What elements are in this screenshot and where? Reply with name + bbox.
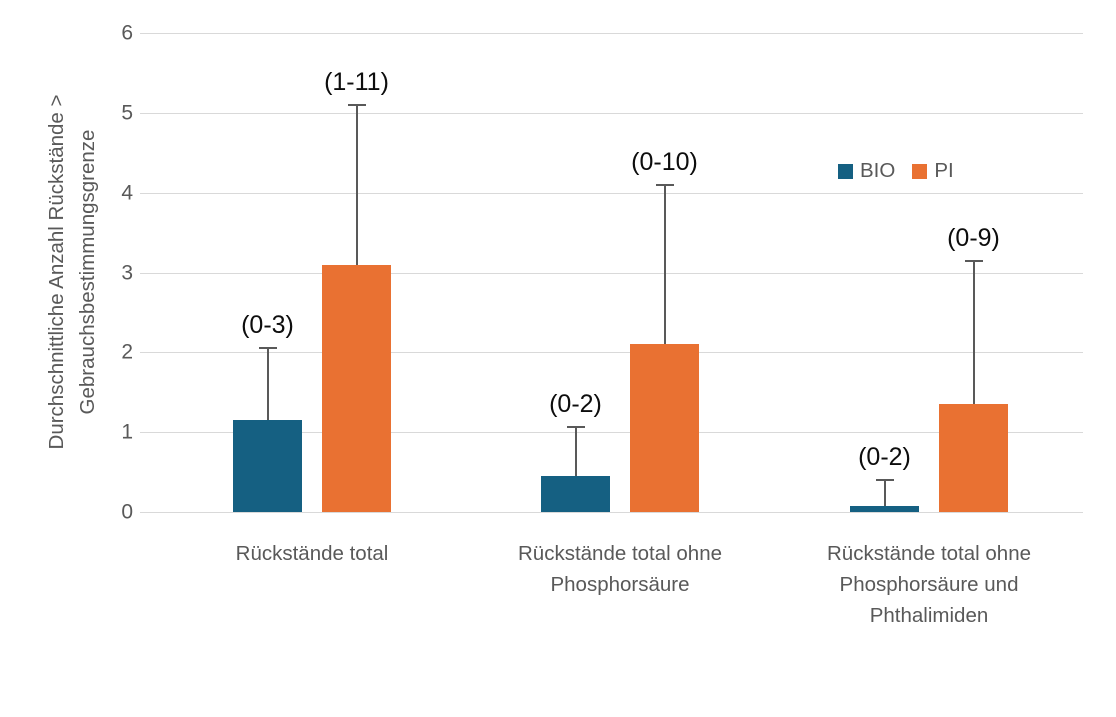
gridline-y1 [140, 432, 1083, 434]
bio-error-bar-cap-group1 [258, 347, 277, 350]
pi-bar-group2 [630, 344, 699, 512]
bio-legend-swatch-icon [838, 163, 853, 179]
pi-bar-group3 [939, 404, 1008, 512]
gridline-y6 [140, 33, 1083, 34]
pi-error-bar-group2 [663, 184, 666, 345]
y-tick-label-0: 0 [121, 500, 133, 524]
pi-legend-swatch-icon [912, 163, 928, 179]
x-category-label-1: Rückstände total [235, 542, 389, 565]
gridline-y5 [140, 112, 1083, 114]
legend-item-pi: PI [912, 159, 954, 182]
pi-range-annotation-group1: (1-11) [324, 67, 389, 96]
x-category-label-3: Rückstände total ohne Phosphorsäure und … [827, 542, 1031, 627]
bio-bar-group1 [233, 420, 302, 512]
y-tick-label-5: 5 [121, 101, 133, 125]
bio-error-bar-group1 [266, 348, 269, 421]
pi-bar-group1 [322, 264, 391, 512]
pi-error-bar-cap-group1 [347, 103, 366, 106]
gridline-y2 [140, 352, 1083, 354]
pi-range-annotation-group3: (0-9) [947, 223, 1000, 252]
gridline-y3 [140, 272, 1083, 274]
y-tick-label-6: 6 [121, 21, 133, 45]
gridline-y0 [140, 512, 1083, 513]
bio-error-bar-cap-group2 [566, 425, 585, 428]
bio-range-annotation-group1: (0-3) [241, 311, 294, 340]
pi-error-bar-group1 [355, 104, 358, 265]
legend-label-bio: BIO [860, 159, 896, 182]
x-category-label-2: Rückstände total ohne Phosphorsäure [518, 542, 722, 596]
bio-error-bar-group3 [883, 480, 886, 506]
pi-range-annotation-group2: (0-10) [631, 147, 698, 176]
gridline-y4 [140, 192, 1083, 194]
bio-bar-group3 [850, 505, 919, 512]
pi-error-bar-cap-group3 [964, 259, 983, 262]
bio-bar-group2 [541, 476, 610, 512]
legend-item-bio: BIO [838, 159, 896, 182]
legend-label-pi: PI [934, 159, 954, 182]
y-tick-label-1: 1 [121, 420, 133, 444]
y-tick-label-4: 4 [121, 181, 133, 205]
bio-range-annotation-group2: (0-2) [549, 389, 602, 418]
pi-error-bar-group3 [972, 260, 975, 405]
bio-error-bar-cap-group3 [875, 479, 894, 482]
bio-error-bar-group2 [574, 426, 577, 477]
bio-range-annotation-group3: (0-2) [858, 443, 911, 472]
legend: BIO PI [838, 159, 954, 182]
pi-error-bar-cap-group2 [655, 183, 674, 186]
y-tick-label-3: 3 [121, 261, 133, 284]
y-tick-label-2: 2 [121, 340, 133, 364]
y-axis-title-line1: Durchschnittliche Anzahl Rückstände > [45, 94, 68, 450]
